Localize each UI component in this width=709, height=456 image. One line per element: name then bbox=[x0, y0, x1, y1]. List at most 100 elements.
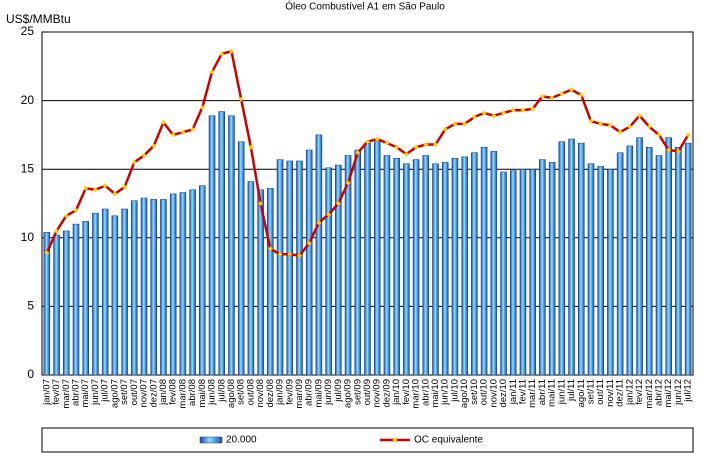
bar bbox=[150, 199, 158, 376]
bar bbox=[568, 138, 575, 376]
x-tick-label: ago/11 bbox=[576, 379, 587, 407]
marker bbox=[180, 129, 186, 135]
x-tick-label: abr/08 bbox=[187, 379, 198, 406]
bar bbox=[626, 145, 634, 376]
x-tick-label: set/07 bbox=[119, 379, 130, 405]
marker bbox=[112, 191, 118, 197]
bar bbox=[403, 163, 410, 376]
marker bbox=[471, 114, 477, 120]
x-tick-label: mar/07 bbox=[61, 379, 72, 409]
bar bbox=[296, 160, 303, 376]
bar bbox=[461, 156, 468, 376]
bar bbox=[587, 163, 595, 376]
bar bbox=[471, 152, 478, 376]
bar bbox=[218, 111, 226, 376]
x-tick-label: fev/07 bbox=[51, 379, 62, 405]
marker bbox=[131, 159, 137, 165]
marker bbox=[365, 139, 370, 145]
bar bbox=[140, 197, 148, 376]
marker bbox=[578, 92, 584, 98]
marker bbox=[403, 151, 409, 157]
marker bbox=[141, 152, 147, 158]
x-tick-label: set/10 bbox=[469, 379, 480, 405]
x-tick-label: jun/09 bbox=[323, 379, 334, 406]
bar bbox=[72, 223, 80, 376]
marker bbox=[481, 110, 487, 116]
marker bbox=[675, 148, 681, 154]
marker bbox=[258, 201, 264, 206]
marker bbox=[277, 251, 283, 257]
bar bbox=[665, 137, 672, 376]
x-tick-label: abr/09 bbox=[304, 379, 315, 406]
marker bbox=[151, 143, 157, 149]
bar bbox=[111, 215, 119, 376]
legend-marker bbox=[392, 437, 398, 443]
x-tick-label: jun/12 bbox=[673, 379, 684, 406]
bar bbox=[131, 200, 138, 376]
bar bbox=[480, 146, 488, 376]
bar bbox=[509, 170, 517, 376]
bar bbox=[597, 166, 604, 376]
marker bbox=[462, 121, 468, 127]
marker bbox=[598, 121, 604, 127]
x-tick-label: fev/10 bbox=[401, 379, 412, 405]
chart-title: Óleo Combustível A1 em São Paulo bbox=[285, 0, 445, 13]
x-tick-label: jun/10 bbox=[440, 379, 451, 406]
bar bbox=[441, 162, 449, 376]
x-tick-label: jun/11 bbox=[556, 379, 567, 405]
marker bbox=[510, 107, 516, 113]
x-tick-label: set/11 bbox=[585, 379, 596, 404]
bar bbox=[607, 168, 614, 376]
x-tick-label: dez/07 bbox=[148, 379, 159, 408]
bar bbox=[675, 146, 682, 376]
bar bbox=[344, 155, 352, 376]
x-tick-label: nov/09 bbox=[372, 379, 383, 408]
x-tick-label: mar/11 bbox=[527, 379, 538, 408]
bar bbox=[655, 155, 663, 376]
marker bbox=[627, 124, 633, 130]
bar bbox=[383, 155, 391, 376]
marker bbox=[238, 96, 244, 102]
x-tick-label: jan/12 bbox=[624, 379, 635, 406]
marker bbox=[316, 220, 322, 226]
bar bbox=[335, 164, 342, 376]
bar bbox=[364, 142, 371, 376]
x-tick-label: jan/07 bbox=[41, 379, 52, 406]
marker bbox=[384, 140, 390, 146]
x-tick-label: mai/08 bbox=[197, 379, 208, 408]
x-tick-label: ago/08 bbox=[226, 379, 237, 408]
bar bbox=[577, 142, 585, 376]
x-tick-label: abr/12 bbox=[654, 379, 665, 406]
bar bbox=[228, 115, 235, 376]
marker bbox=[491, 113, 497, 119]
bar bbox=[490, 151, 498, 376]
bar bbox=[92, 212, 99, 376]
marker bbox=[501, 110, 507, 116]
bar bbox=[237, 141, 245, 376]
x-tick-label: mar/10 bbox=[411, 379, 422, 409]
marker bbox=[637, 113, 643, 119]
marker bbox=[355, 150, 361, 156]
x-tick-label: fev/08 bbox=[168, 379, 179, 405]
marker bbox=[122, 184, 128, 190]
bar bbox=[247, 181, 255, 376]
bar bbox=[286, 160, 294, 376]
x-tick-label: nov/07 bbox=[139, 379, 150, 408]
x-tick-label: dez/11 bbox=[615, 379, 626, 407]
bar bbox=[82, 221, 89, 376]
x-tick-label: ago/09 bbox=[343, 379, 354, 408]
bar bbox=[101, 208, 109, 376]
bar bbox=[315, 134, 323, 376]
marker bbox=[520, 107, 526, 113]
x-tick-label: abr/07 bbox=[71, 379, 82, 406]
y-tick-label: 25 bbox=[21, 24, 35, 38]
y-tick-label: 0 bbox=[27, 367, 34, 381]
bar bbox=[519, 168, 527, 376]
bar bbox=[422, 155, 430, 376]
x-tick-label: dez/08 bbox=[265, 379, 276, 408]
bar bbox=[354, 149, 362, 376]
y-tick-label: 5 bbox=[27, 299, 34, 313]
y-tick-label: 15 bbox=[21, 161, 35, 175]
marker bbox=[228, 48, 234, 54]
